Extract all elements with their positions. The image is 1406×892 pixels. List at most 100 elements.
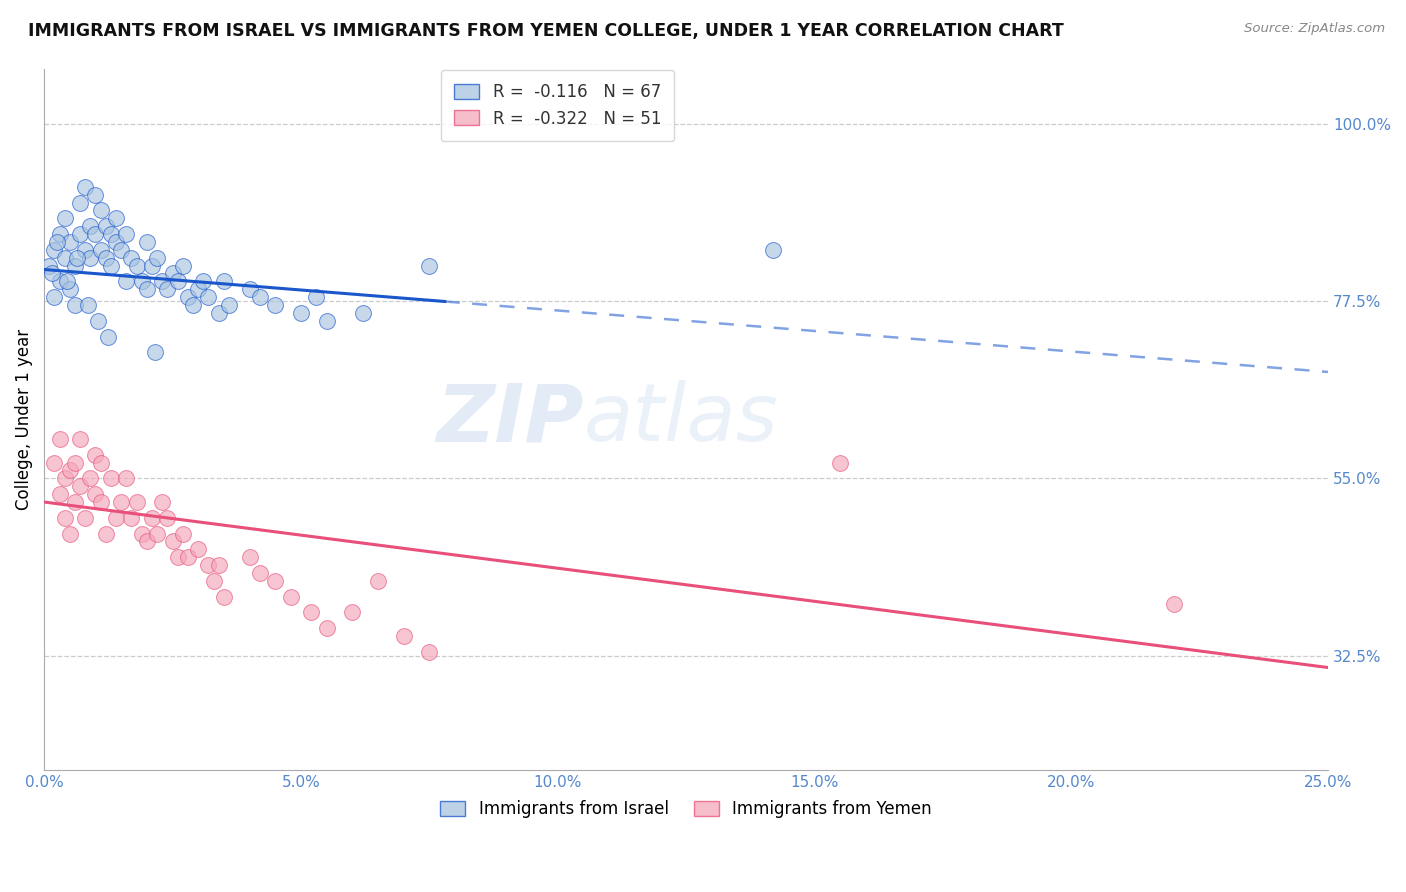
Point <box>120 251 142 265</box>
Point <box>418 645 440 659</box>
Point <box>94 219 117 234</box>
Point <box>187 282 209 296</box>
Point <box>63 259 86 273</box>
Point <box>90 456 112 470</box>
Point <box>44 456 66 470</box>
Point <box>135 534 157 549</box>
Point <box>105 211 128 226</box>
Point <box>120 510 142 524</box>
Y-axis label: College, Under 1 year: College, Under 1 year <box>15 328 32 510</box>
Point <box>48 432 70 446</box>
Text: ZIP: ZIP <box>436 380 583 458</box>
Point <box>48 487 70 501</box>
Point <box>342 606 364 620</box>
Point <box>177 550 200 565</box>
Point <box>125 259 148 273</box>
Point <box>249 290 271 304</box>
Point <box>280 590 302 604</box>
Point <box>352 306 374 320</box>
Point <box>131 274 153 288</box>
Point <box>44 290 66 304</box>
Point <box>238 550 260 565</box>
Point <box>299 606 322 620</box>
Point <box>181 298 204 312</box>
Point <box>172 259 194 273</box>
Point <box>197 290 219 304</box>
Point <box>264 298 287 312</box>
Point <box>212 590 235 604</box>
Point <box>305 290 328 304</box>
Point <box>46 235 69 249</box>
Point <box>69 195 91 210</box>
Point <box>94 526 117 541</box>
Point <box>156 510 179 524</box>
Point <box>59 282 82 296</box>
Point <box>79 251 101 265</box>
Point <box>53 471 76 485</box>
Point <box>238 282 260 296</box>
Point <box>63 456 86 470</box>
Point <box>84 227 107 241</box>
Point <box>212 274 235 288</box>
Point <box>97 329 120 343</box>
Point <box>264 574 287 588</box>
Point <box>79 471 101 485</box>
Point <box>146 526 169 541</box>
Point <box>41 267 63 281</box>
Point <box>48 227 70 241</box>
Point <box>162 534 184 549</box>
Point <box>143 345 166 359</box>
Point <box>75 243 97 257</box>
Point <box>172 526 194 541</box>
Point <box>75 510 97 524</box>
Point <box>208 558 231 572</box>
Point <box>141 259 163 273</box>
Point <box>367 574 389 588</box>
Text: atlas: atlas <box>583 380 778 458</box>
Point <box>84 448 107 462</box>
Point <box>84 487 107 501</box>
Legend: Immigrants from Israel, Immigrants from Yemen: Immigrants from Israel, Immigrants from … <box>434 794 938 825</box>
Point <box>177 290 200 304</box>
Point <box>115 471 138 485</box>
Point <box>150 274 173 288</box>
Point <box>59 463 82 477</box>
Point <box>202 574 225 588</box>
Point <box>315 314 337 328</box>
Point <box>105 510 128 524</box>
Point <box>90 243 112 257</box>
Point <box>69 479 91 493</box>
Point <box>38 259 60 273</box>
Point <box>135 235 157 249</box>
Text: IMMIGRANTS FROM ISRAEL VS IMMIGRANTS FROM YEMEN COLLEGE, UNDER 1 YEAR CORRELATIO: IMMIGRANTS FROM ISRAEL VS IMMIGRANTS FRO… <box>28 22 1064 40</box>
Point <box>110 243 132 257</box>
Text: Source: ZipAtlas.com: Source: ZipAtlas.com <box>1244 22 1385 36</box>
Point <box>115 227 138 241</box>
Point <box>100 259 122 273</box>
Point <box>53 211 76 226</box>
Point <box>76 298 98 312</box>
Point <box>162 267 184 281</box>
Point <box>75 179 97 194</box>
Point <box>63 495 86 509</box>
Point <box>53 251 76 265</box>
Point <box>105 235 128 249</box>
Point <box>208 306 231 320</box>
Point <box>66 251 89 265</box>
Point <box>90 203 112 218</box>
Point <box>166 274 188 288</box>
Point <box>125 495 148 509</box>
Point <box>141 510 163 524</box>
Point <box>44 243 66 257</box>
Point <box>100 471 122 485</box>
Point <box>156 282 179 296</box>
Point <box>418 259 440 273</box>
Point <box>150 495 173 509</box>
Point <box>87 314 110 328</box>
Point <box>193 274 215 288</box>
Point <box>94 251 117 265</box>
Point <box>197 558 219 572</box>
Point <box>110 495 132 509</box>
Point <box>315 621 337 635</box>
Point <box>392 629 415 643</box>
